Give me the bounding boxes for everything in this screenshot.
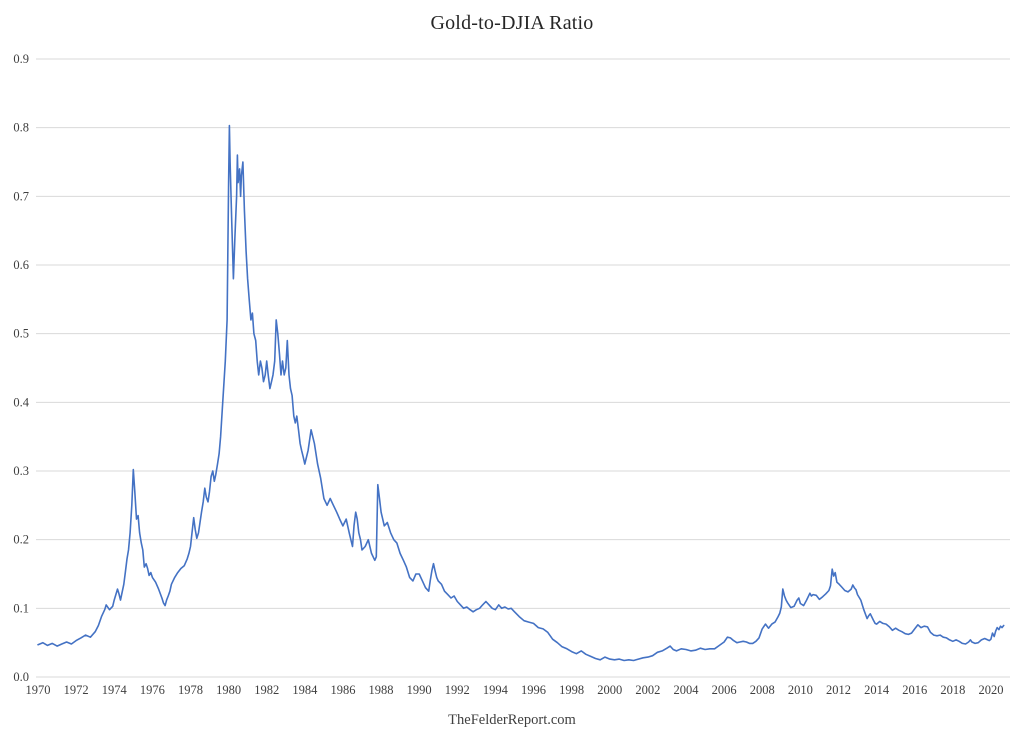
- y-tick-label: 0.7: [13, 189, 29, 203]
- source-caption: TheFelderReport.com: [448, 712, 576, 728]
- x-tick-label: 1990: [407, 683, 432, 697]
- x-tick-label: 1986: [330, 683, 355, 697]
- x-tick-label: 2018: [940, 683, 965, 697]
- x-tick-label: 1992: [445, 683, 470, 697]
- x-tick-label: 2012: [826, 683, 851, 697]
- y-tick-label: 0.6: [13, 258, 29, 272]
- x-tick-label: 1970: [26, 683, 51, 697]
- y-tick-label: 0.0: [13, 670, 29, 684]
- x-tick-label: 1974: [102, 683, 128, 697]
- x-tick-label: 1994: [483, 683, 509, 697]
- x-tick-label: 1984: [292, 683, 318, 697]
- y-tick-label: 0.5: [13, 327, 29, 341]
- x-tick-label: 1996: [521, 683, 546, 697]
- y-tick-label: 0.3: [13, 464, 29, 478]
- x-tick-label: 1982: [254, 683, 279, 697]
- y-tick-label: 0.1: [13, 601, 29, 615]
- x-tick-label: 2014: [864, 683, 890, 697]
- x-tick-label: 1976: [140, 683, 165, 697]
- x-tick-label: 2016: [902, 683, 927, 697]
- x-tick-label: 1988: [369, 683, 394, 697]
- x-tick-label: 2006: [712, 683, 737, 697]
- chart-title: Gold-to-DJIA Ratio: [430, 11, 594, 34]
- x-tick-label: 1998: [559, 683, 584, 697]
- x-tick-label: 1972: [64, 683, 89, 697]
- x-tick-label: 2004: [674, 683, 700, 697]
- x-tick-label: 1980: [216, 683, 241, 697]
- x-tick-label: 1978: [178, 683, 203, 697]
- y-tick-label: 0.9: [13, 52, 29, 66]
- y-tick-label: 0.2: [13, 533, 29, 547]
- x-tick-label: 2020: [978, 683, 1003, 697]
- line-chart: 0.0 0.1 0.2 0.3 0.4 0.5 0.6 0.7 0.8 0.9 1970 1972 19…: [13, 52, 1010, 697]
- x-tick-label: 2008: [750, 683, 775, 697]
- x-tick-label: 2002: [635, 683, 660, 697]
- y-tick-label: 0.4: [13, 395, 29, 409]
- x-tick-label: 2000: [597, 683, 622, 697]
- x-tick-label: 2010: [788, 683, 813, 697]
- y-tick-label: 0.8: [13, 121, 29, 135]
- data-line: [37, 124, 1005, 662]
